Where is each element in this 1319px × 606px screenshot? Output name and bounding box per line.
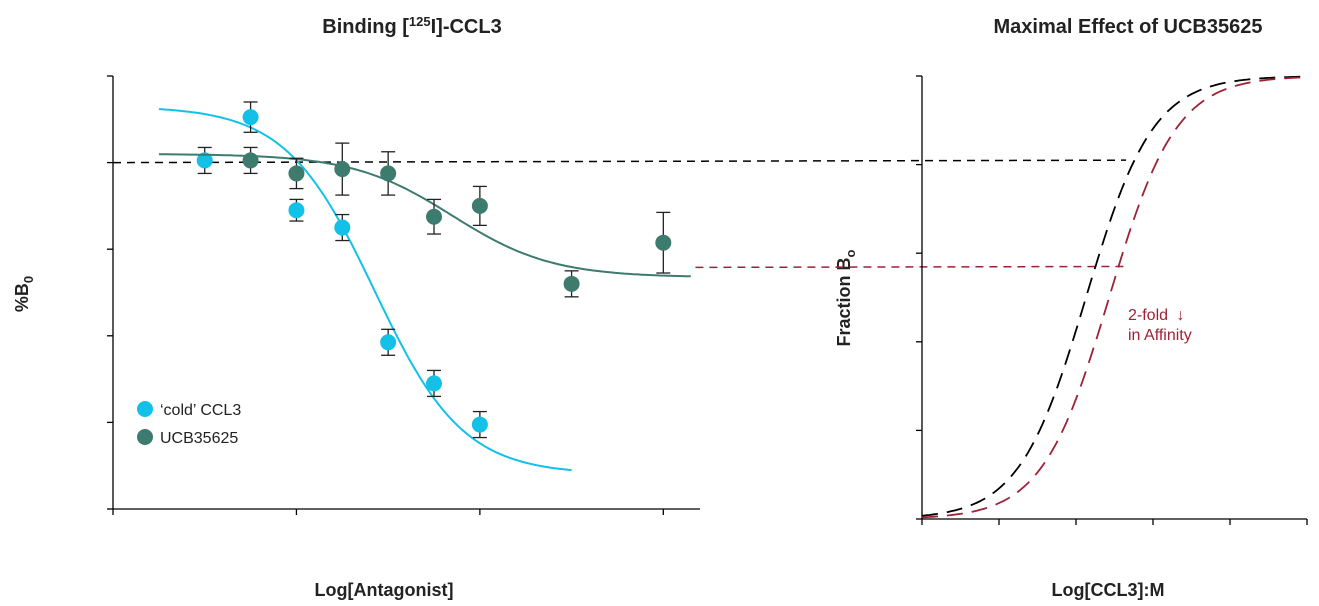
left-point-0-6 (471, 416, 488, 433)
affinity-annotation: 2-fold ↓ in Affinity (1128, 307, 1192, 344)
legend-marker-cold-ccl3 (137, 401, 153, 417)
left-x-axis-label: Log[Antagonist] (315, 580, 454, 600)
left-point-0-4 (380, 334, 397, 351)
left-point-0-5 (426, 375, 443, 392)
annotation-text-1: 2-fold (1128, 307, 1168, 324)
connector-line-0 (112, 159, 1127, 164)
left-point-1-0 (242, 152, 259, 169)
left-chart (107, 75, 700, 515)
left-chart-title: Binding [125I]-CCL3 (322, 14, 501, 38)
left-title-sup: 125 (409, 14, 431, 29)
left-title-part2: I]-CCL3 (431, 16, 502, 38)
right-chart (916, 75, 1308, 525)
right-chart-title: Maximal Effect of UCB35625 (994, 16, 1263, 38)
right-x-axis-label: Log[CCL3]:M (1052, 580, 1165, 600)
right-y-axis-label: Fraction Bo (834, 249, 858, 346)
right-y-label-main: Fraction B (834, 257, 854, 346)
left-point-0-1 (242, 109, 259, 126)
left-y-label-main: %B (12, 283, 32, 312)
left-point-1-7 (655, 234, 672, 251)
right-curve-0 (921, 75, 1307, 517)
legend: ‘cold’ CCL3 UCB35625 (137, 401, 241, 447)
legend-label-cold-ccl3: ‘cold’ CCL3 (160, 402, 241, 419)
left-point-0-2 (288, 202, 305, 219)
left-point-1-5 (471, 197, 488, 214)
left-fit-curve-0 (158, 108, 572, 472)
left-point-1-1 (288, 165, 305, 182)
left-y-label-sub: 0 (21, 276, 36, 283)
right-y-label-sub: o (843, 249, 858, 257)
annotation-line1: 2-fold ↓ (1128, 307, 1184, 324)
connector-lines (112, 159, 1127, 269)
connector-line-1 (695, 265, 1124, 269)
left-title-part1: Binding [ (322, 16, 409, 38)
left-fit-curve-1 (158, 153, 691, 278)
left-point-0-3 (334, 219, 351, 236)
annotation-arrow: ↓ (1176, 307, 1184, 324)
left-point-1-2 (334, 161, 351, 178)
left-y-axis-label: %B0 (12, 276, 36, 312)
left-point-1-3 (380, 165, 397, 182)
legend-marker-ucb35625 (137, 429, 153, 445)
left-point-0-0 (196, 152, 213, 169)
annotation-line2: in Affinity (1128, 327, 1192, 344)
left-point-1-6 (563, 275, 580, 292)
legend-label-ucb35625: UCB35625 (160, 430, 238, 447)
left-point-1-4 (426, 208, 443, 225)
right-curve-1 (921, 76, 1308, 519)
